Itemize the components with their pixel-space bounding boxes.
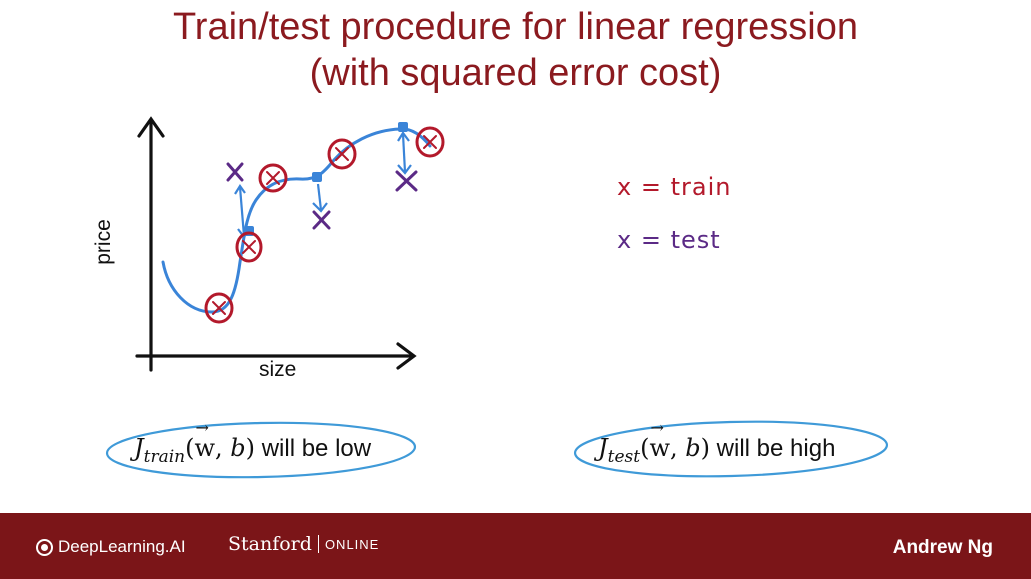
train-x-marker — [327, 138, 357, 170]
legend-train-eq: = — [640, 173, 662, 201]
train-x-marker — [415, 126, 445, 158]
test-x-marker — [395, 170, 418, 192]
predicted-points — [244, 122, 408, 236]
train-cost-verdict: will be low — [255, 435, 372, 462]
test-cost-statement: Jtest(w, b) will be high — [598, 418, 836, 467]
legend-train-label: train — [670, 173, 732, 201]
legend-test-symbol: x — [617, 226, 633, 254]
train-cost-symbol: J — [134, 434, 144, 462]
train-cost-statement: Jtrain(w, b) will be low — [134, 418, 372, 467]
x-axis-label: size — [259, 358, 297, 381]
deeplearning-logo-icon — [36, 538, 53, 556]
title-line-2: (with squared error cost) — [309, 52, 722, 94]
x-axis-arrow-icon — [396, 342, 417, 370]
train-x-marker — [235, 231, 263, 263]
logo-divider — [317, 535, 319, 553]
train-comma: , — [215, 434, 231, 462]
fitted-curve — [161, 127, 432, 314]
legend-train: x = train — [617, 173, 731, 201]
test-points — [226, 162, 418, 230]
legend-test-label: test — [670, 226, 721, 254]
test-b: b — [685, 434, 701, 462]
slide-title: Train/test procedure for linear regressi… — [0, 4, 1031, 96]
test-paren-open: ( — [640, 434, 650, 462]
test-x-marker — [226, 162, 244, 182]
title-line-1: Train/test procedure for linear regressi… — [172, 6, 859, 48]
test-x-marker — [312, 210, 331, 230]
axes — [135, 116, 417, 372]
legend-train-symbol: x — [617, 173, 633, 201]
test-cost-subscript: test — [607, 447, 641, 467]
training-points — [204, 126, 445, 324]
train-b: b — [230, 434, 246, 462]
deeplearning-logo: DeepLearning.AI — [36, 537, 186, 557]
train-paren-open: ( — [185, 434, 195, 462]
author-name: Andrew Ng — [892, 537, 993, 558]
train-w-vector: w — [194, 418, 215, 462]
train-highlight-ellipse — [105, 421, 417, 479]
test-highlight-ellipse — [573, 420, 889, 478]
y-axis-arrow-icon — [137, 116, 165, 138]
test-cost-symbol: J — [598, 434, 608, 462]
test-comma: , — [670, 434, 686, 462]
partner-suffix: ONLINE — [324, 536, 380, 552]
test-w-vector: w — [649, 418, 670, 462]
y-axis-label: price — [92, 219, 115, 265]
partner-name: Stanford — [228, 533, 312, 555]
brand-name: DeepLearning.AI — [58, 537, 186, 556]
train-cost-subscript: train — [143, 447, 186, 467]
train-x-marker — [204, 292, 234, 324]
test-cost-verdict: will be high — [710, 435, 836, 462]
stanford-online-logo: Stanford ONLINE — [228, 533, 379, 555]
plot-sketch — [105, 116, 889, 479]
legend-test-eq: = — [640, 226, 662, 254]
train-x-marker — [258, 163, 288, 193]
legend-test: x = test — [617, 226, 721, 254]
test-paren-close: ) — [700, 434, 711, 462]
footer-bar: DeepLearning.AI Stanford ONLINE Andrew N… — [0, 513, 1031, 579]
train-paren-close: ) — [245, 434, 256, 462]
